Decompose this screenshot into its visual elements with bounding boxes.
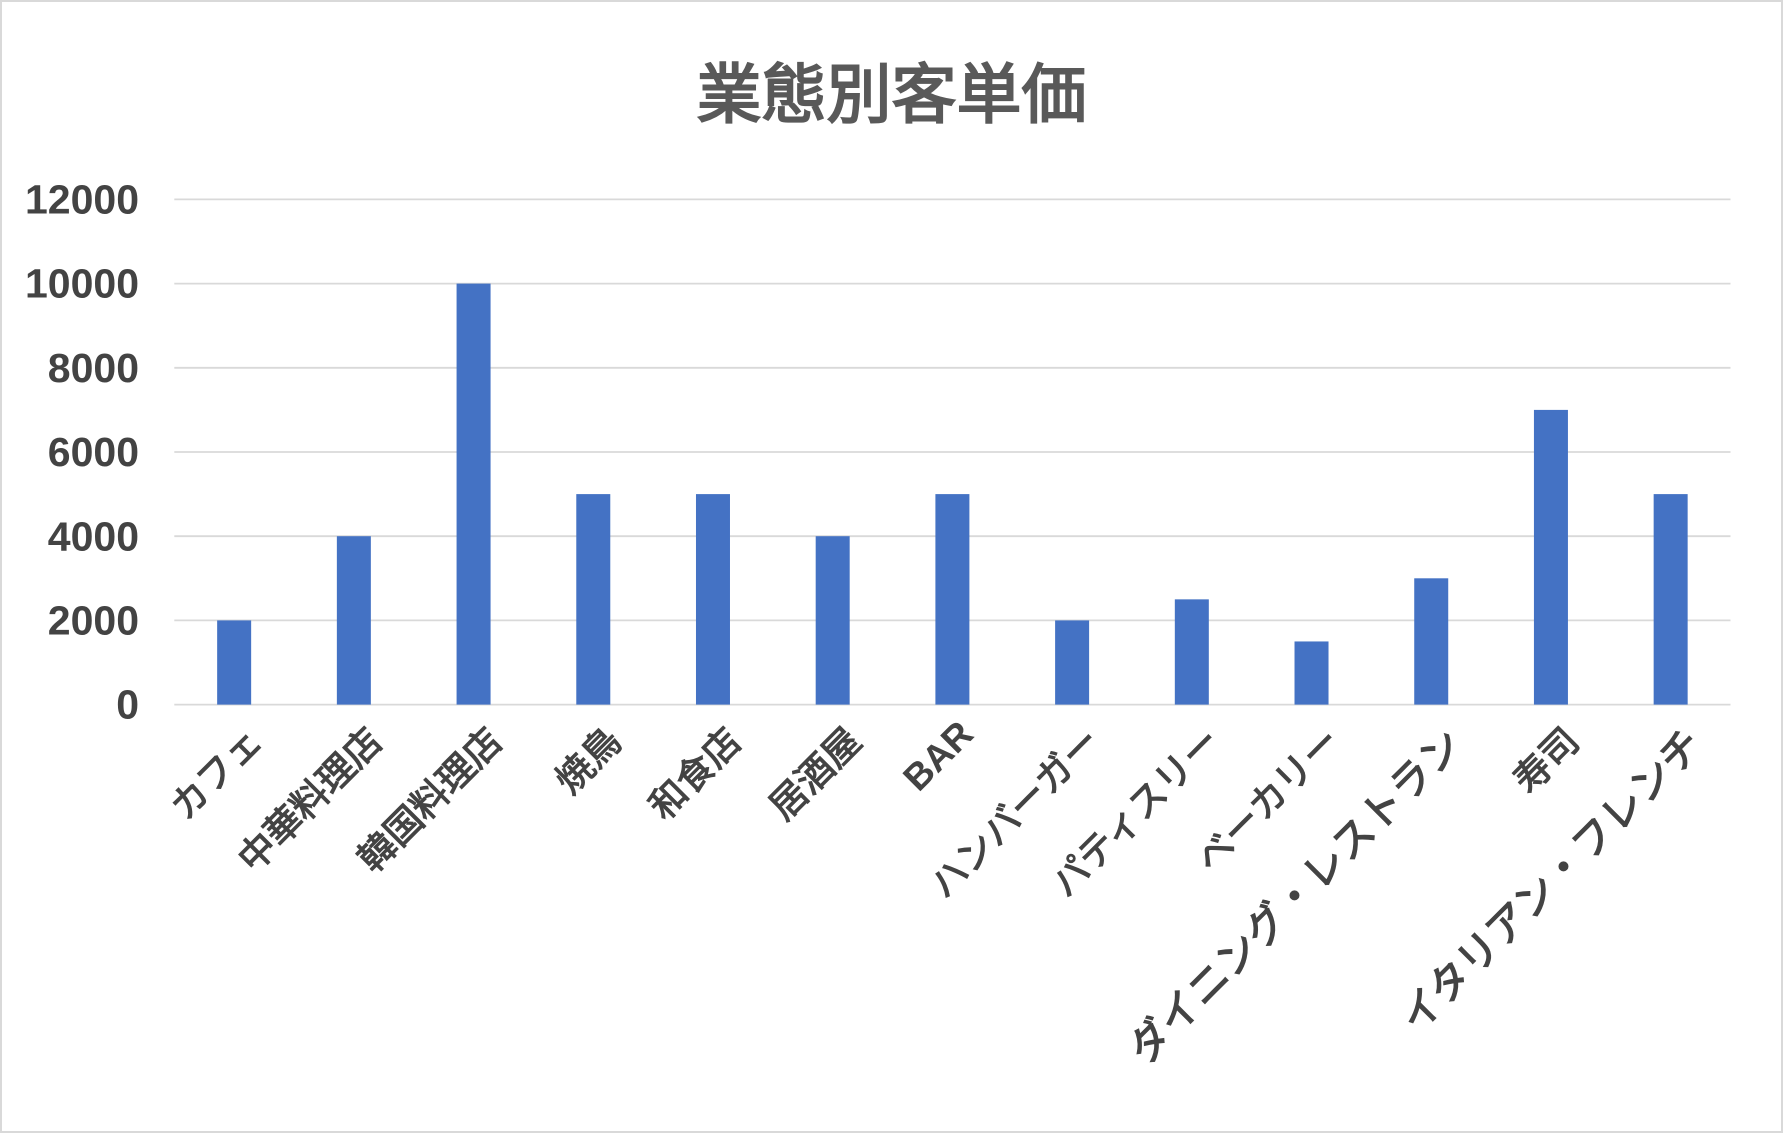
svg-text:6000: 6000 bbox=[48, 429, 139, 475]
svg-text:0: 0 bbox=[116, 682, 139, 728]
svg-text:4000: 4000 bbox=[48, 513, 139, 559]
svg-text:12000: 12000 bbox=[25, 177, 139, 223]
svg-text:2000: 2000 bbox=[48, 598, 139, 644]
svg-text:10000: 10000 bbox=[25, 261, 139, 307]
svg-text:8000: 8000 bbox=[48, 345, 139, 391]
